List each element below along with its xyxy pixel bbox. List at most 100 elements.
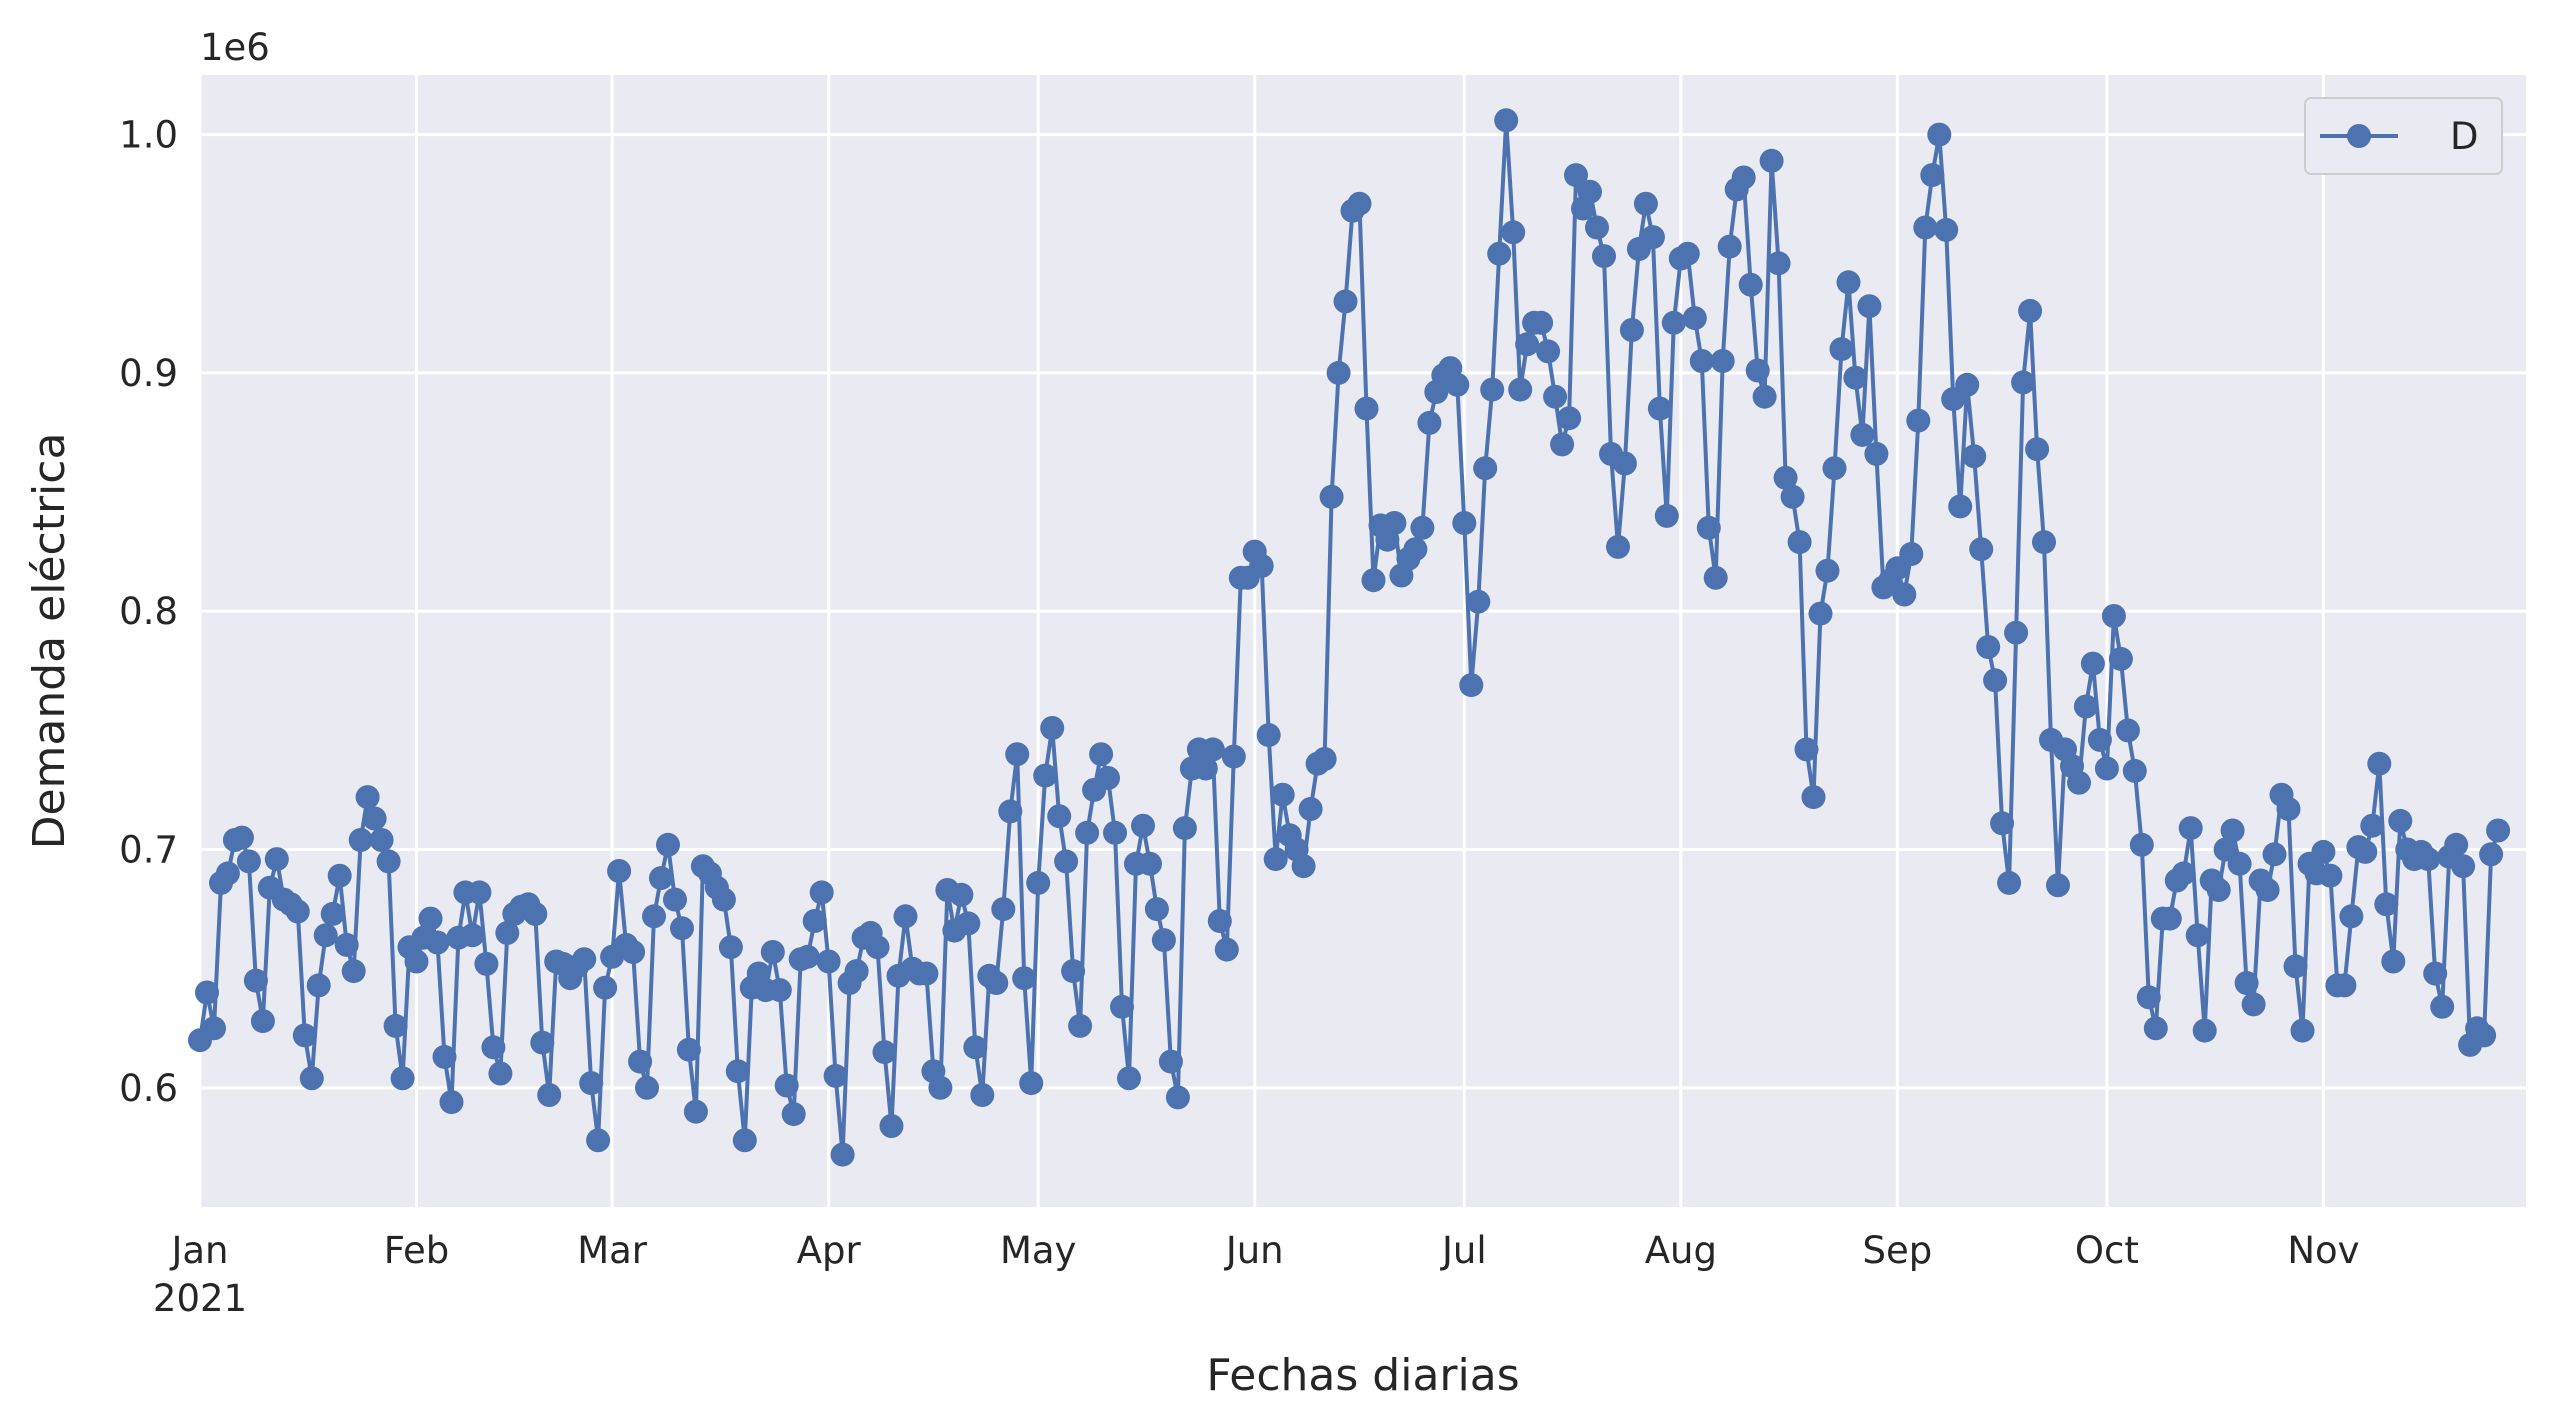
data-point <box>348 828 373 852</box>
data-point <box>2444 832 2469 857</box>
x-tick-label: Sep <box>1862 1229 1932 1272</box>
data-point <box>1745 358 1770 383</box>
x-tick-label: Nov <box>2287 1229 2359 1272</box>
data-point <box>914 961 939 986</box>
data-point <box>1557 406 1582 431</box>
data-point <box>1200 737 1225 762</box>
data-point <box>1808 601 1833 626</box>
data-point <box>760 940 785 964</box>
data-point <box>1040 716 1065 740</box>
data-point <box>1075 820 1100 845</box>
data-point <box>467 880 492 905</box>
data-point <box>893 904 918 929</box>
data-point <box>1955 372 1980 397</box>
data-point <box>299 1066 324 1091</box>
data-point <box>292 1023 317 1048</box>
data-point <box>1675 241 1700 266</box>
data-point <box>767 978 792 1003</box>
data-point <box>1061 959 1086 984</box>
data-point <box>2094 756 2119 781</box>
series-d <box>188 108 2511 1167</box>
data-point <box>1354 396 1379 421</box>
data-point <box>1172 816 1197 841</box>
data-point <box>2353 839 2378 864</box>
data-point <box>2073 694 2098 719</box>
x-tick-label: Feb <box>384 1229 450 1272</box>
y-tick-label: 0.9 <box>119 352 178 395</box>
data-point <box>1403 537 1428 562</box>
data-point <box>621 940 646 964</box>
data-point <box>1249 553 1274 578</box>
data-point <box>774 1073 799 1098</box>
data-point <box>2262 842 2287 867</box>
data-point <box>649 866 673 891</box>
x-tick-label: Jul <box>1440 1229 1487 1272</box>
data-point <box>2206 878 2231 902</box>
data-point <box>1703 565 1728 590</box>
data-point <box>243 968 268 993</box>
data-point <box>1850 422 1875 447</box>
data-point <box>1480 377 1505 402</box>
data-point <box>1459 673 1484 698</box>
data-point <box>195 980 219 1005</box>
data-point <box>2122 758 2147 783</box>
data-point <box>1270 782 1295 807</box>
data-point <box>481 1035 506 1060</box>
data-point <box>1333 289 1358 314</box>
data-point <box>1661 310 1686 335</box>
data-point <box>816 949 841 974</box>
data-point <box>1920 163 1945 188</box>
data-point <box>1347 191 1372 216</box>
x-axis-label: Fechas diarias <box>1206 1350 1519 1401</box>
data-point <box>1801 785 1826 810</box>
data-point <box>1787 530 1812 555</box>
data-point <box>376 849 401 874</box>
data-point <box>474 951 499 976</box>
data-point <box>823 1063 848 1088</box>
data-point <box>1144 897 1169 922</box>
data-point <box>970 1083 995 1107</box>
data-point <box>711 887 736 912</box>
data-point <box>2018 298 2043 323</box>
data-point <box>2416 847 2441 872</box>
data-point <box>1466 589 1491 614</box>
data-point <box>2227 851 2252 876</box>
data-point <box>202 1016 226 1041</box>
data-point <box>1410 515 1435 540</box>
data-point <box>404 949 429 974</box>
data-point <box>2185 923 2210 948</box>
data-point <box>2276 797 2301 821</box>
x-axis-ticks: Jan 2021 Feb Mar Apr May Jun Jul Aug Sep Oct Nov <box>153 1229 2360 1320</box>
data-point <box>1836 270 1861 295</box>
data-point <box>781 1102 806 1127</box>
data-point <box>1054 849 1079 874</box>
data-point <box>1822 456 1847 481</box>
data-point <box>523 901 548 926</box>
data-point <box>1738 272 1763 297</box>
data-point <box>1759 148 1784 173</box>
data-point <box>732 1128 757 1153</box>
data-point <box>334 932 359 957</box>
data-point <box>2472 1023 2497 1048</box>
data-point <box>285 899 310 924</box>
data-point <box>991 897 1016 922</box>
data-point <box>1103 820 1127 845</box>
data-point <box>1501 220 1526 245</box>
x-tick-sublabel: 2021 <box>153 1277 247 1320</box>
data-point <box>1934 217 1959 242</box>
data-point <box>865 935 890 960</box>
data-point <box>264 847 289 872</box>
y-axis-offset-label: 1e6 <box>200 26 270 69</box>
y-tick-label: 0.7 <box>119 829 178 872</box>
data-point <box>1515 332 1540 357</box>
data-point <box>229 825 254 850</box>
data-point <box>1033 763 1058 788</box>
data-point <box>215 861 240 886</box>
x-tick-label: Apr <box>797 1229 862 1272</box>
data-point <box>2101 604 2126 628</box>
data-point <box>2241 992 2266 1017</box>
data-point <box>1969 537 1994 562</box>
data-point <box>355 785 380 810</box>
data-point <box>718 935 743 960</box>
data-point <box>1193 756 1218 781</box>
